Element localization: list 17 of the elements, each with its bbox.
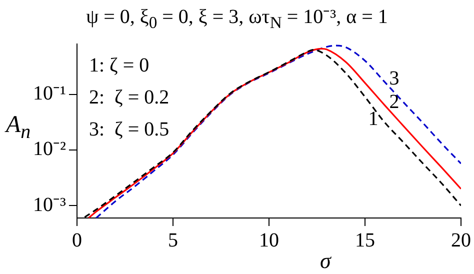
y-tick-label: 10⁻³ — [32, 194, 66, 216]
x-axis-title: σ — [320, 248, 331, 274]
x-tick-label: 15 — [355, 229, 375, 252]
series-label: 3 — [389, 68, 400, 90]
y-tick-label: 10⁻¹ — [32, 82, 66, 105]
annotation: 3: ζ = 0.5 — [88, 118, 170, 140]
x-tick-label: 10 — [259, 229, 279, 252]
series-label: 1 — [368, 108, 378, 130]
x-tick-label: 5 — [168, 229, 178, 252]
y-axis-title: A$_{n}$ — [6, 112, 31, 144]
y-tick-label: 10⁻² — [32, 138, 66, 160]
annotation: 1: ζ = 0 — [88, 54, 150, 76]
x-tick-label: 20 — [451, 229, 471, 252]
series-label: 2 — [389, 90, 400, 113]
chart-title: ψ = 0, ξ$_{0}$ = 0, ξ = 3, ωτ$_{N}$ = 10⁻³, α = 1 — [85, 5, 389, 33]
x-tick-label: 0 — [72, 229, 82, 252]
annotation: 2: ζ = 0.2 — [88, 86, 170, 108]
